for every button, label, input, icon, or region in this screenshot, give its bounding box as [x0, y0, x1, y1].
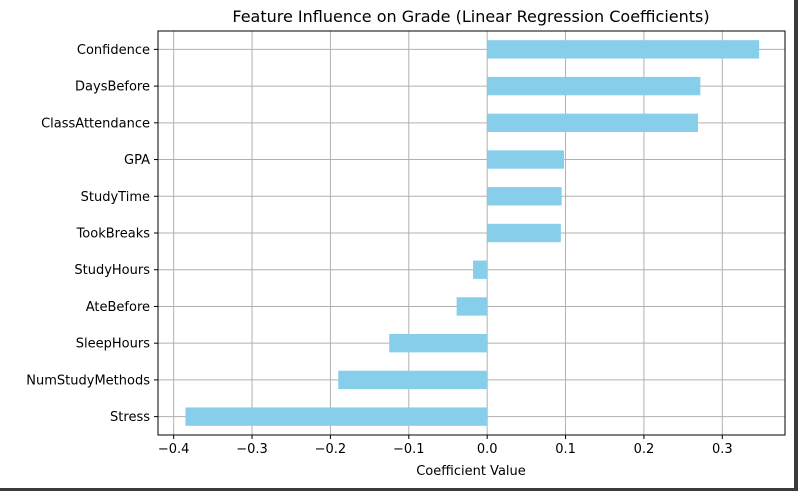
y-tick-label: NumStudyMethods [26, 373, 150, 388]
bar-tookbreaks [487, 223, 561, 243]
y-tick-label: SleepHours [76, 337, 150, 352]
x-tick-label: 0.2 [634, 442, 655, 457]
bar-gpa [487, 150, 564, 169]
bar-classattendance [487, 113, 699, 132]
y-tick-label: TookBreaks [76, 227, 151, 242]
y-tick-label: Stress [110, 410, 150, 425]
bar-confidence [487, 40, 760, 59]
bar-numstudymethods [338, 370, 488, 390]
x-tick-label: 0.3 [712, 442, 733, 457]
x-tick-label: −0.3 [236, 442, 268, 457]
x-tick-label: −0.4 [158, 442, 190, 457]
y-tick-label: Confidence [77, 43, 150, 58]
bar-studytime [487, 187, 562, 206]
bar-stress [185, 407, 488, 426]
y-tick-label: StudyHours [74, 263, 150, 278]
y-axis-tick-labels: Confidence DaysBefore ClassAttendance GPA St… [26, 43, 158, 425]
bar-daysbefore [487, 76, 701, 96]
y-tick-label: ClassAttendance [41, 116, 150, 131]
window-edge-right [794, 0, 798, 491]
y-tick-label: DaysBefore [75, 80, 150, 95]
bar-sleephours [389, 334, 488, 353]
bar-studyhours [473, 260, 488, 279]
chart-title: Feature Influence on Grade (Linear Regre… [232, 7, 709, 26]
y-tick-label: StudyTime [81, 190, 150, 205]
x-tick-label: −0.2 [315, 442, 347, 457]
bar-atebefore [456, 297, 488, 316]
x-tick-label: 0.1 [555, 442, 576, 457]
x-axis-tick-labels: −0.4 −0.3 −0.2 −0.1 0.0 0.1 0.2 0.3 [158, 435, 733, 457]
y-tick-label: AteBefore [86, 300, 150, 315]
bars [185, 40, 760, 426]
x-axis-label: Coefficient Value [416, 464, 526, 479]
x-tick-label: −0.1 [393, 442, 425, 457]
window-edge-bottom [0, 488, 798, 491]
y-tick-label: GPA [124, 153, 150, 168]
x-tick-label: 0.0 [477, 442, 498, 457]
